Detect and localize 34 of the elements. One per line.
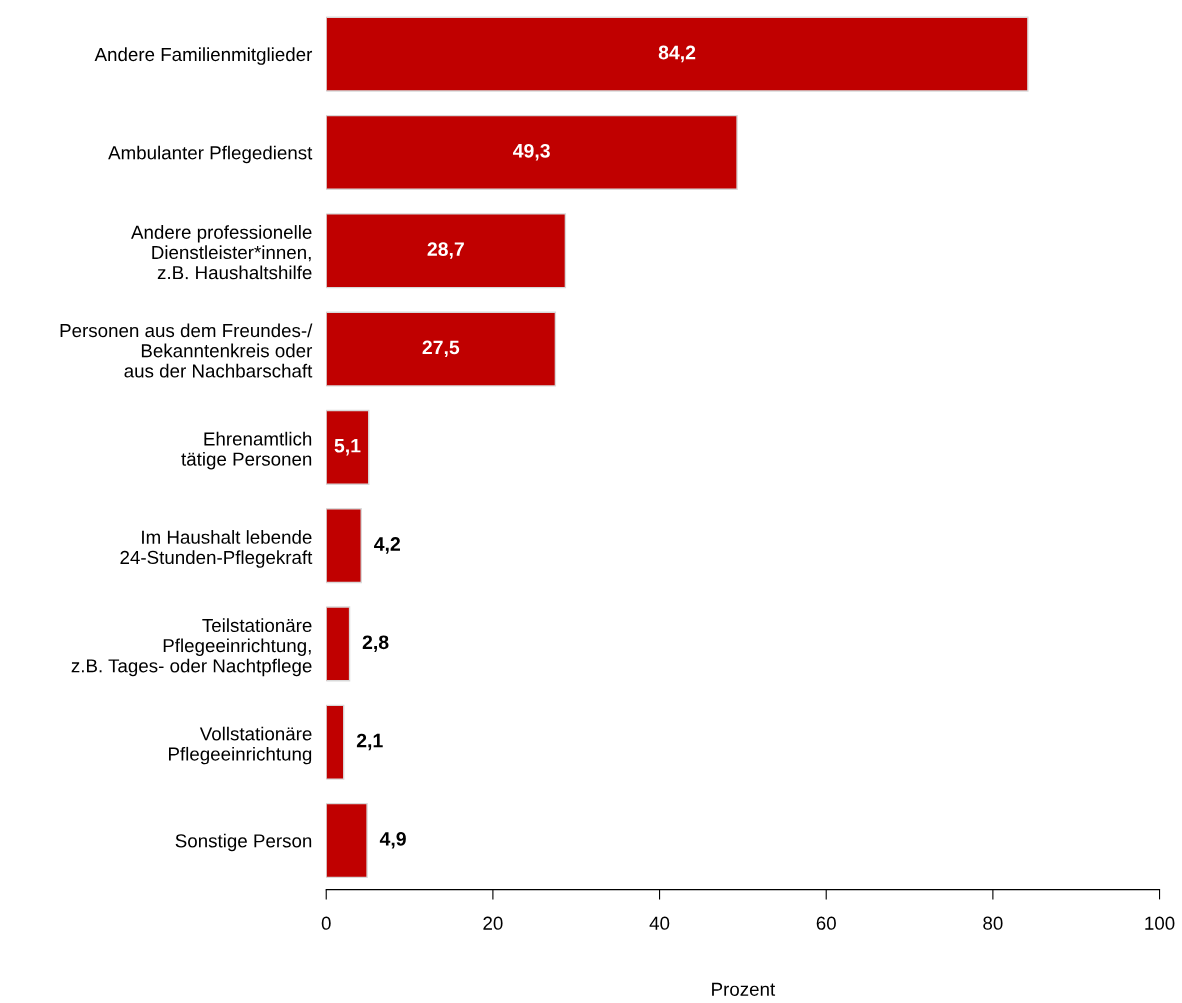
- x-tick-label: 0: [321, 916, 331, 930]
- y-tick-label: Andere Familienmitglieder: [94, 47, 313, 65]
- data-label: 4,2: [374, 537, 400, 554]
- bar: [326, 606, 351, 682]
- bar: [326, 213, 567, 289]
- data-label: 5,1: [334, 438, 361, 456]
- x-axis-title: Prozent: [712, 982, 776, 996]
- data-label: 84,2: [658, 45, 696, 63]
- data-label: 4,9: [379, 831, 406, 849]
- bar: [326, 802, 368, 879]
- y-tick-label: Andere professionelle Dienstleister*innen, z.B. Haushaltshilfe: [131, 225, 312, 280]
- x-tick-label: 100: [1145, 916, 1175, 930]
- y-tick-label: Ambulanter Pflegedienst: [108, 145, 313, 164]
- bar: [326, 704, 345, 780]
- data-label: 49,3: [513, 143, 550, 161]
- y-tick-label: Sonstige Person: [175, 833, 312, 852]
- y-tick-label: Ehrenamtlich tätige Personen: [181, 431, 312, 470]
- bar: [326, 311, 557, 387]
- data-label: 2,1: [356, 733, 383, 751]
- x-tick-label: 40: [649, 916, 670, 930]
- y-tick-label: Personen aus dem Freundes-/ Bekanntenkreis oder aus der Nachbarschaft: [60, 323, 313, 378]
- data-label: 2,8: [362, 635, 389, 652]
- bar: [326, 16, 1029, 92]
- y-tick-label: Teilstationäre Pflegeeinrichtung, z.B. Tages- oder Nachtpflege: [71, 618, 312, 677]
- bar: [326, 409, 370, 485]
- x-tick-label: 80: [983, 916, 1003, 930]
- data-label: 27,5: [422, 340, 460, 358]
- x-tick-label: 20: [483, 916, 503, 930]
- bar: [326, 114, 738, 191]
- bar: [326, 508, 362, 584]
- y-tick-label: Vollstationäre Pflegeeinrichtung: [169, 726, 312, 765]
- x-tick-label: 60: [816, 916, 836, 930]
- y-tick-label: Im Haushalt lebende 24-Stunden-Pflegekraft: [120, 530, 313, 568]
- data-label: 28,7: [427, 242, 464, 259]
